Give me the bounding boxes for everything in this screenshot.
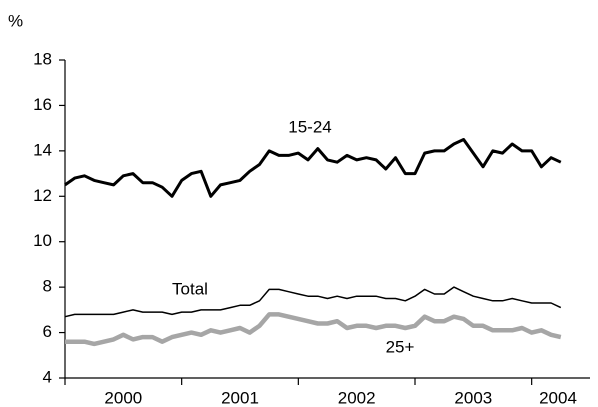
- series-label: 25+: [386, 337, 415, 356]
- y-tick-label: 14: [33, 140, 52, 159]
- y-tick-label: 18: [33, 49, 52, 68]
- x-tick-label: 2002: [338, 388, 376, 407]
- series-label: 15-24: [288, 117, 331, 136]
- x-tick-label: 2004: [539, 388, 577, 407]
- y-tick-label: 10: [33, 231, 52, 250]
- y-tick-label: 6: [43, 322, 52, 341]
- y-tick-label: 8: [43, 277, 52, 296]
- x-tick-label: 2001: [221, 388, 259, 407]
- x-tick-label: 2000: [104, 388, 142, 407]
- series-line: [64, 286, 562, 318]
- series-line: [65, 312, 562, 347]
- y-tick-label: 12: [33, 186, 52, 205]
- y-tick-label: 16: [33, 95, 52, 114]
- y-axis-label: %: [8, 11, 23, 30]
- x-tick-label: 2003: [454, 388, 492, 407]
- series-line: [64, 138, 562, 198]
- series-label: Total: [172, 279, 208, 298]
- y-tick-label: 4: [43, 367, 52, 386]
